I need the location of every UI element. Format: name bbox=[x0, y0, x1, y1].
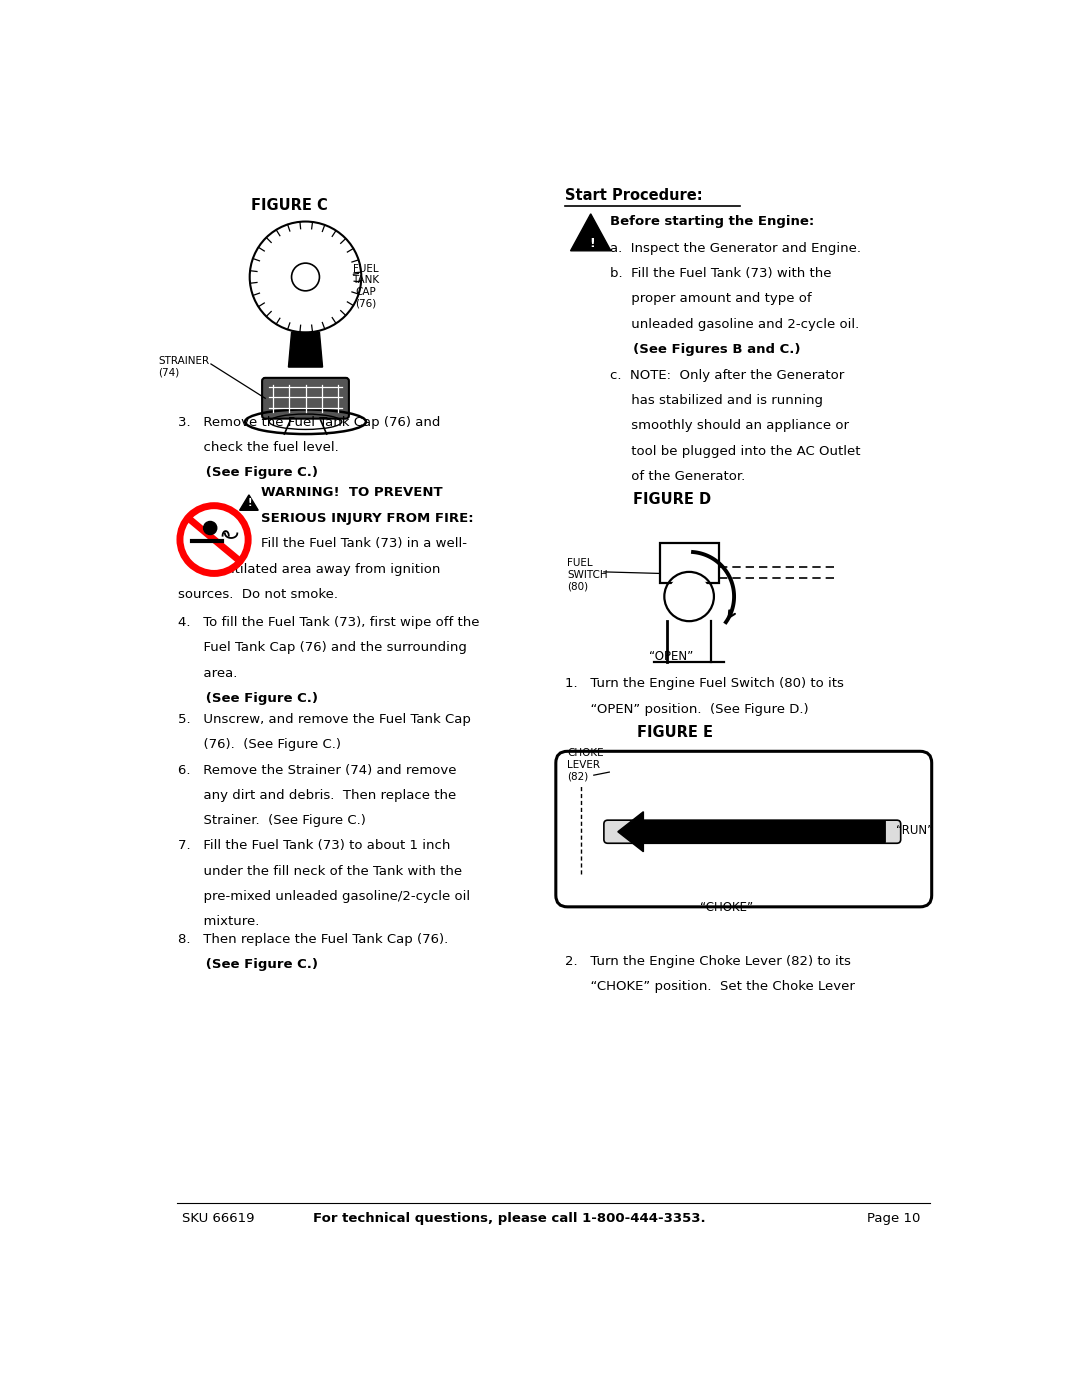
Text: For technical questions, please call 1-800-444-3353.: For technical questions, please call 1-8… bbox=[313, 1211, 706, 1225]
Text: “OPEN” position.  (See Figure D.): “OPEN” position. (See Figure D.) bbox=[565, 703, 809, 715]
Text: “CHOKE” position.  Set the Choke Lever: “CHOKE” position. Set the Choke Lever bbox=[565, 981, 855, 993]
Polygon shape bbox=[570, 214, 611, 251]
Text: (See Figure C.): (See Figure C.) bbox=[177, 958, 318, 971]
FancyBboxPatch shape bbox=[262, 377, 349, 419]
Text: (See Figure C.): (See Figure C.) bbox=[177, 692, 318, 705]
Text: mixture.: mixture. bbox=[177, 915, 259, 929]
Text: Fuel Tank Cap (76) and the surrounding: Fuel Tank Cap (76) and the surrounding bbox=[177, 641, 467, 654]
Text: pre-mixed unleaded gasoline/2-cycle oil: pre-mixed unleaded gasoline/2-cycle oil bbox=[177, 890, 470, 902]
Text: (See Figures B and C.): (See Figures B and C.) bbox=[610, 344, 800, 356]
Text: Fill the Fuel Tank (73) in a well-: Fill the Fuel Tank (73) in a well- bbox=[260, 538, 467, 550]
Text: STRAINER
(74): STRAINER (74) bbox=[159, 356, 210, 379]
Text: “CHOKE”: “CHOKE” bbox=[700, 901, 753, 915]
Text: !: ! bbox=[247, 499, 253, 509]
Polygon shape bbox=[288, 332, 323, 367]
Text: “RUN”: “RUN” bbox=[896, 824, 933, 837]
Text: 1.   Turn the Engine Fuel Switch (80) to its: 1. Turn the Engine Fuel Switch (80) to i… bbox=[565, 678, 843, 690]
Text: 8.   Then replace the Fuel Tank Cap (76).: 8. Then replace the Fuel Tank Cap (76). bbox=[177, 933, 448, 946]
Text: Before starting the Engine:: Before starting the Engine: bbox=[610, 215, 814, 228]
Text: of the Generator.: of the Generator. bbox=[610, 471, 745, 483]
Text: !: ! bbox=[590, 237, 595, 250]
Text: Strainer.  (See Figure C.): Strainer. (See Figure C.) bbox=[177, 814, 365, 827]
FancyBboxPatch shape bbox=[604, 820, 901, 844]
Text: FUEL
SWITCH
(80): FUEL SWITCH (80) bbox=[567, 557, 608, 591]
Text: has stabilized and is running: has stabilized and is running bbox=[610, 394, 823, 407]
Text: Page 10: Page 10 bbox=[867, 1211, 921, 1225]
Text: FIGURE E: FIGURE E bbox=[637, 725, 713, 740]
Text: ventilated area away from ignition: ventilated area away from ignition bbox=[211, 563, 441, 576]
Text: (76).  (See Figure C.): (76). (See Figure C.) bbox=[177, 738, 340, 752]
Text: c.  NOTE:  Only after the Generator: c. NOTE: Only after the Generator bbox=[610, 369, 845, 381]
Text: (See Figure C.): (See Figure C.) bbox=[177, 467, 318, 479]
Text: Start Procedure:: Start Procedure: bbox=[565, 189, 703, 203]
Text: area.: area. bbox=[177, 666, 237, 679]
Text: CHOKE
LEVER
(82): CHOKE LEVER (82) bbox=[567, 749, 604, 781]
Text: SKU 66619: SKU 66619 bbox=[181, 1211, 254, 1225]
Polygon shape bbox=[618, 812, 886, 852]
Text: “OPEN”: “OPEN” bbox=[649, 650, 693, 662]
Text: 3.   Remove the Fuel Tank Cap (76) and: 3. Remove the Fuel Tank Cap (76) and bbox=[177, 415, 440, 429]
Text: unleaded gasoline and 2-cycle oil.: unleaded gasoline and 2-cycle oil. bbox=[610, 317, 860, 331]
Text: FIGURE D: FIGURE D bbox=[633, 492, 711, 507]
Text: any dirt and debris.  Then replace the: any dirt and debris. Then replace the bbox=[177, 789, 456, 802]
Text: 4.   To fill the Fuel Tank (73), first wipe off the: 4. To fill the Fuel Tank (73), first wip… bbox=[177, 616, 480, 629]
Circle shape bbox=[204, 521, 217, 535]
Text: 7.   Fill the Fuel Tank (73) to about 1 inch: 7. Fill the Fuel Tank (73) to about 1 in… bbox=[177, 840, 450, 852]
Text: sources.  Do not smoke.: sources. Do not smoke. bbox=[177, 588, 338, 601]
Circle shape bbox=[183, 509, 245, 571]
Circle shape bbox=[667, 576, 711, 617]
Text: b.  Fill the Fuel Tank (73) with the: b. Fill the Fuel Tank (73) with the bbox=[610, 267, 832, 279]
Text: 5.   Unscrew, and remove the Fuel Tank Cap: 5. Unscrew, and remove the Fuel Tank Cap bbox=[177, 712, 471, 726]
Text: 2.   Turn the Engine Choke Lever (82) to its: 2. Turn the Engine Choke Lever (82) to i… bbox=[565, 954, 851, 968]
Text: SERIOUS INJURY FROM FIRE:: SERIOUS INJURY FROM FIRE: bbox=[260, 511, 473, 525]
Text: tool be plugged into the AC Outlet: tool be plugged into the AC Outlet bbox=[610, 444, 861, 458]
Circle shape bbox=[249, 222, 362, 332]
Text: under the fill neck of the Tank with the: under the fill neck of the Tank with the bbox=[177, 865, 462, 877]
Text: check the fuel level.: check the fuel level. bbox=[177, 441, 338, 454]
Text: a.  Inspect the Generator and Engine.: a. Inspect the Generator and Engine. bbox=[610, 242, 861, 254]
Text: FUEL
TANK
CAP
(76): FUEL TANK CAP (76) bbox=[352, 264, 379, 309]
Text: FIGURE C: FIGURE C bbox=[252, 198, 328, 212]
Polygon shape bbox=[240, 495, 258, 510]
Text: 6.   Remove the Strainer (74) and remove: 6. Remove the Strainer (74) and remove bbox=[177, 764, 456, 777]
Text: WARNING!  TO PREVENT: WARNING! TO PREVENT bbox=[260, 486, 442, 500]
Text: proper amount and type of: proper amount and type of bbox=[610, 292, 812, 306]
Text: smoothly should an appliance or: smoothly should an appliance or bbox=[610, 419, 849, 433]
